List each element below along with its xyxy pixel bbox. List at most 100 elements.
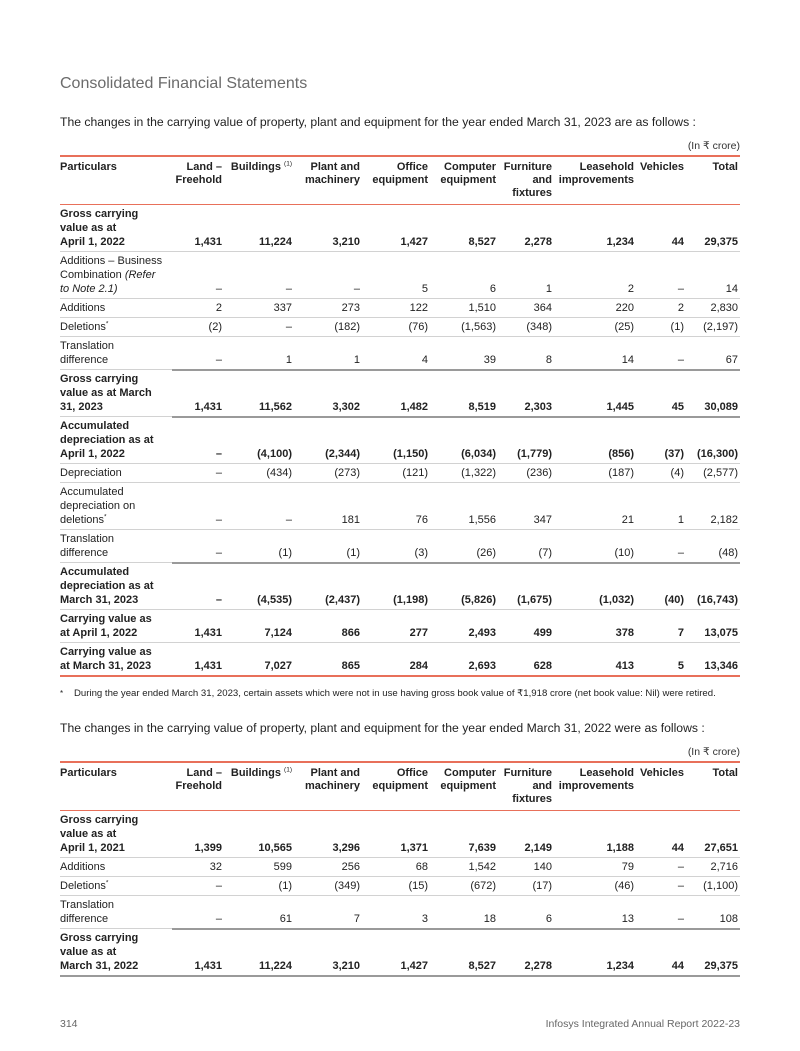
- footnote-ref: *: [104, 513, 107, 521]
- cell-value: 1: [636, 482, 686, 530]
- cell-value: –: [172, 482, 224, 530]
- cell-value: 79: [554, 857, 636, 877]
- column-header-line: Land –: [186, 767, 222, 779]
- header-row: Particulars Land – Freehold Buildings (1) Pl…: [60, 156, 740, 205]
- cell-value: 7,639: [430, 810, 498, 858]
- row-label-text: Gross carrying: [60, 932, 139, 944]
- column-header: Vehicles: [636, 156, 686, 205]
- cell-value: 14: [686, 251, 740, 299]
- row-label-text: March 31, 2022: [60, 960, 139, 972]
- cell-value: 337: [224, 298, 294, 318]
- cell-value: (4,535): [224, 561, 294, 610]
- column-header-line: Leasehold: [579, 767, 634, 779]
- cell-value: –: [224, 317, 294, 337]
- cell-value: 599: [224, 857, 294, 877]
- column-header: Land – Freehold: [172, 156, 224, 205]
- cell-value: 3,302: [294, 368, 362, 417]
- cell-value: 10,565: [224, 810, 294, 858]
- cell-value: 6: [430, 251, 498, 299]
- cell-value: –: [172, 529, 224, 563]
- cell-value: 284: [362, 642, 430, 677]
- row-label-text: Deletions: [60, 321, 106, 333]
- cell-value: 2: [636, 298, 686, 318]
- cell-value: (349): [294, 876, 362, 896]
- column-header: Buildings (1): [224, 156, 294, 205]
- cell-value: 364: [498, 298, 554, 318]
- cell-value: 1,542: [430, 857, 498, 877]
- row-label-text: Accumulated: [60, 486, 124, 498]
- cell-value: 18: [430, 895, 498, 929]
- row-label-text: Combination: [60, 269, 125, 281]
- cell-value: 1,482: [362, 368, 430, 417]
- table-row: Additions 2 337 273 122 1,510 364 220 2 2,830: [60, 298, 740, 318]
- table-row: Translation difference –1 1 4 39 8 14–67: [60, 336, 740, 370]
- column-header-line: machinery: [304, 174, 360, 186]
- column-header-line: fixtures: [512, 187, 552, 199]
- column-header-line: fixtures: [512, 793, 552, 805]
- cell-value: 277: [362, 609, 430, 643]
- cell-value: 3,210: [294, 927, 362, 977]
- cell-value: –: [172, 876, 224, 896]
- column-header: Buildings (1): [224, 762, 294, 811]
- cell-value: 2,303: [498, 368, 554, 417]
- cell-value: 7: [294, 895, 362, 929]
- page-content: Consolidated Financial Statements The ch…: [60, 0, 740, 1051]
- cell-value: 1,445: [554, 368, 636, 417]
- row-label: Deletions*: [60, 876, 172, 896]
- cell-value: –: [172, 336, 224, 370]
- cell-value: 11,224: [224, 927, 294, 977]
- cell-value: –: [636, 876, 686, 896]
- cell-value: 1,234: [554, 204, 636, 252]
- cell-value: 7,124: [224, 609, 294, 643]
- cell-value: (48): [686, 529, 740, 563]
- cell-value: (46): [554, 876, 636, 896]
- cell-value: 7,027: [224, 642, 294, 677]
- column-header-line: Computer: [444, 767, 496, 779]
- column-header-line: Plant and: [310, 767, 360, 779]
- cell-value: 1: [224, 336, 294, 370]
- cell-value: (2): [172, 317, 224, 337]
- row-label-text: Carrying value as: [60, 646, 152, 658]
- cell-value: (4,100): [224, 415, 294, 464]
- cell-value: (1,032): [554, 561, 636, 610]
- cell-value: 61: [224, 895, 294, 929]
- table-row: Accumulated depreciation as at March 31, 2…: [60, 561, 740, 610]
- column-header: Plant and machinery: [294, 156, 362, 205]
- column-header: Particulars: [60, 156, 172, 205]
- cell-value: (37): [636, 415, 686, 464]
- column-header-line: Leasehold: [579, 161, 634, 173]
- row-label-text: Additions: [60, 861, 106, 873]
- cell-value: (1): [224, 876, 294, 896]
- cell-value: –: [224, 482, 294, 530]
- cell-value: 256: [294, 857, 362, 877]
- cell-value: 5: [636, 642, 686, 677]
- ppe-table-2022: Particulars Land – Freehold Buildings (1) Pl…: [60, 761, 740, 977]
- cell-value: 44: [636, 810, 686, 858]
- row-label-text: Additions – Business: [60, 255, 163, 267]
- table-2023-intro: The changes in the carrying value of pro…: [60, 115, 696, 129]
- cell-value: 628: [498, 642, 554, 677]
- cell-value: 2,493: [430, 609, 498, 643]
- cell-value: 44: [636, 927, 686, 977]
- row-label-text: Carrying value as: [60, 613, 152, 625]
- row-label: Additions: [60, 298, 172, 318]
- row-label-text: value as at: [60, 946, 117, 958]
- column-header: Computer equipment: [430, 762, 498, 811]
- cell-value: (2,344): [294, 415, 362, 464]
- cell-value: (25): [554, 317, 636, 337]
- cell-value: (121): [362, 463, 430, 483]
- cell-value: (1,198): [362, 561, 430, 610]
- cell-value: 3,210: [294, 204, 362, 252]
- row-label-text: Depreciation: [60, 467, 122, 479]
- cell-value: –: [224, 251, 294, 299]
- table-2023-unit: (In ₹ crore): [687, 140, 740, 152]
- cell-value: (1,779): [498, 415, 554, 464]
- cell-value: 39: [430, 336, 498, 370]
- row-label: Translation difference: [60, 336, 172, 370]
- row-label-text: deletions: [60, 514, 105, 526]
- column-header: Total: [686, 762, 740, 811]
- row-label: Gross carrying value as at March 31, 2022: [60, 928, 172, 977]
- cell-value: 2,149: [498, 810, 554, 858]
- cell-value: 140: [498, 857, 554, 877]
- column-header-line: Vehicles: [639, 161, 684, 173]
